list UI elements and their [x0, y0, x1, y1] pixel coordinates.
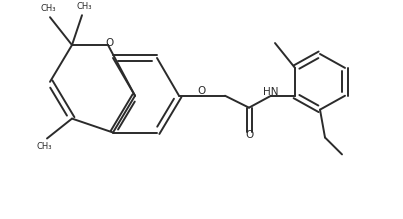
Text: CH₃: CH₃: [40, 4, 56, 13]
Text: CH₃: CH₃: [36, 142, 52, 152]
Text: O: O: [106, 38, 114, 48]
Text: O: O: [198, 86, 206, 96]
Text: O: O: [245, 131, 253, 141]
Text: HN: HN: [263, 87, 279, 97]
Text: CH₃: CH₃: [76, 2, 92, 11]
